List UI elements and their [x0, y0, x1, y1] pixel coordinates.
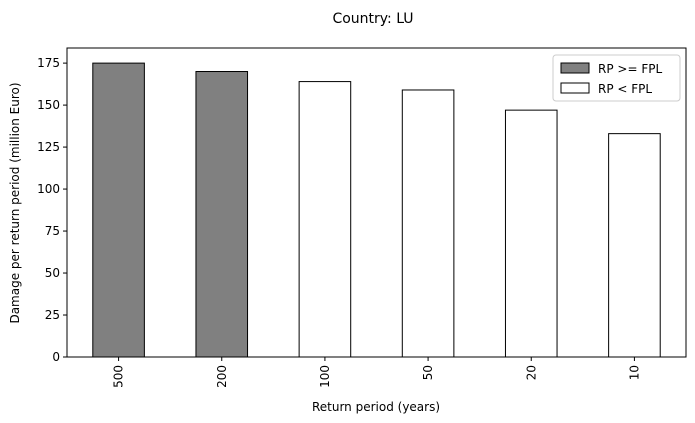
plot-frame — [66, 47, 687, 358]
legend-swatch — [560, 82, 590, 94]
bar-10 — [608, 133, 661, 358]
legend: RP >= FPL RP < FPL — [552, 54, 681, 102]
y-tick-label-25: 25 — [45, 308, 60, 322]
legend-label: RP >= FPL — [598, 62, 662, 76]
x-axis-label: Return period (years) — [312, 400, 440, 414]
y-tick-label-75: 75 — [45, 224, 60, 238]
chart-title: Country: LU — [332, 11, 413, 27]
bar-50 — [401, 89, 455, 358]
legend-label: RP < FPL — [598, 82, 652, 96]
x-tick-label-200: 200 — [215, 365, 229, 388]
y-axis: 0 25 50 75 100 125 150 175 — [37, 56, 67, 364]
y-tick-label-50: 50 — [45, 266, 60, 280]
bar-500 — [92, 62, 145, 358]
bar-20 — [504, 109, 558, 358]
y-tick-label-125: 125 — [37, 140, 60, 154]
legend-swatch — [560, 62, 590, 74]
bar-200 — [195, 71, 249, 358]
x-tick-label-50: 50 — [421, 365, 435, 380]
y-tick-label-175: 175 — [37, 56, 60, 70]
x-axis: 500 200 100 50 20 10 — [112, 357, 641, 388]
x-tick-label-10: 10 — [627, 365, 641, 380]
x-tick-label-100: 100 — [318, 365, 332, 388]
x-tick-label-20: 20 — [524, 365, 538, 380]
bars-group — [92, 62, 661, 358]
y-tick-label-0: 0 — [52, 350, 60, 364]
y-tick-label-100: 100 — [37, 182, 60, 196]
x-tick-label-500: 500 — [112, 365, 126, 388]
bar-100 — [298, 81, 352, 358]
y-axis-label: Damage per return period (million Euro) — [8, 82, 22, 323]
y-tick-label-150: 150 — [37, 98, 60, 112]
